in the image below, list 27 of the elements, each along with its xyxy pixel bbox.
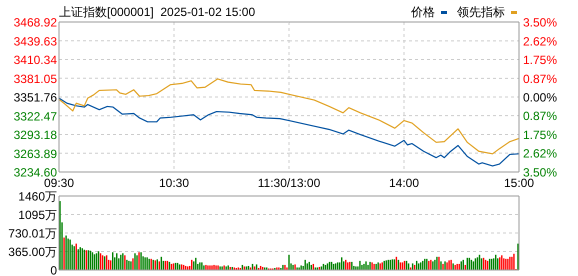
x-tick-label: 14:00 — [388, 176, 420, 190]
y-tick-label: 365.00万 — [8, 245, 57, 259]
y-tick-label: 3263.89 — [14, 146, 58, 161]
x-tick-label: 11:30/13:00 — [258, 176, 321, 190]
legend-label: 领先指标 — [457, 5, 505, 19]
y2-tick-label: 1.75% — [523, 53, 558, 67]
x-tick-label: 10:30 — [158, 176, 190, 190]
y2-tick-label: 0.87% — [523, 109, 558, 124]
y2-tick-label: 0.00% — [523, 90, 558, 104]
y-tick-label: 0 — [50, 264, 58, 276]
y-tick-label: 3410.34 — [14, 53, 58, 67]
y2-tick-label: 2.62% — [523, 146, 558, 161]
y-tick-label: 730.01万 — [8, 226, 57, 240]
legend-label: 价格 — [410, 5, 435, 19]
y-tick-label: 3351.76 — [14, 90, 58, 104]
y-tick-label: 3322.47 — [14, 109, 58, 124]
y2-tick-label: 1.75% — [523, 128, 558, 142]
y2-tick-label: 0.87% — [523, 72, 558, 86]
y-tick-label: 1095万 — [18, 208, 57, 222]
y-tick-label: 3381.05 — [14, 72, 58, 86]
y-tick-label: 3293.18 — [14, 128, 58, 142]
chart-title: 上证指数[000001] 2025-01-02 15:00 — [59, 5, 256, 19]
y-tick-label: 3439.63 — [14, 34, 58, 48]
y-tick-label: 1460万 — [18, 190, 57, 204]
y-tick-label: 3468.92 — [14, 16, 58, 30]
y2-tick-label: 2.62% — [523, 34, 558, 48]
y2-tick-label: 3.50% — [523, 16, 558, 30]
